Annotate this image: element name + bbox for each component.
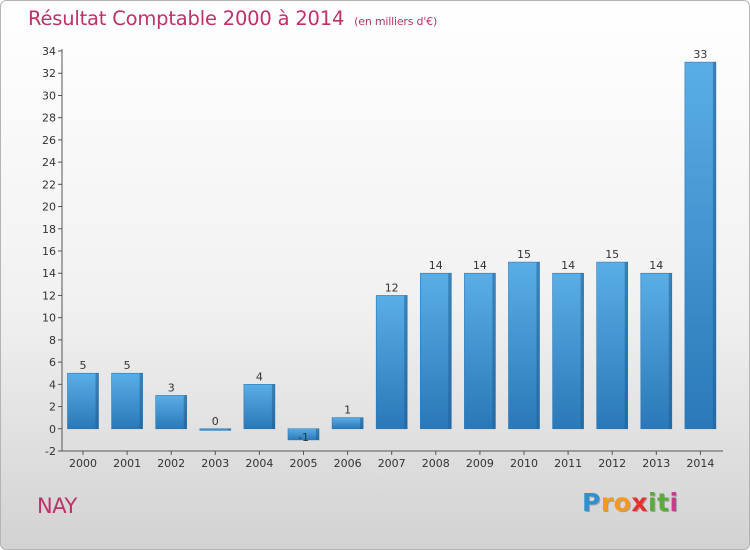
logo-letter: x xyxy=(631,488,648,517)
x-tick-label: 2005 xyxy=(290,457,318,470)
logo-letter: P xyxy=(582,488,601,517)
bar-edge xyxy=(95,373,99,429)
bar-edge xyxy=(712,62,716,429)
y-tick-label: 34 xyxy=(42,45,56,58)
x-tick-label: 2009 xyxy=(466,457,494,470)
logo-letter: t xyxy=(657,488,670,517)
x-tick-label: 2007 xyxy=(378,457,406,470)
y-tick-label: 20 xyxy=(42,201,56,214)
y-tick-label: 16 xyxy=(42,245,56,258)
y-tick-label: 10 xyxy=(42,312,56,325)
y-tick-label: 14 xyxy=(42,267,56,280)
bar-edge xyxy=(227,428,231,431)
data-label: 14 xyxy=(429,259,443,272)
data-label: 5 xyxy=(80,359,87,372)
x-tick-label: 2012 xyxy=(598,457,626,470)
x-tick-label: 2013 xyxy=(642,457,670,470)
data-label: 1 xyxy=(344,404,351,417)
bar-edge xyxy=(580,273,584,429)
chart-title: Résultat Comptable 2000 à 2014 (en millie… xyxy=(28,7,437,30)
bar xyxy=(243,384,276,430)
y-tick-label: -2 xyxy=(45,445,56,458)
proxiti-logo: Proxiti xyxy=(582,488,679,517)
bar-edge xyxy=(404,295,408,429)
bar xyxy=(199,428,232,431)
logo-letter: i xyxy=(669,488,679,517)
bar-edge xyxy=(624,262,628,429)
data-label: 15 xyxy=(605,248,619,261)
bar xyxy=(155,395,187,430)
bar-edge xyxy=(360,417,364,429)
data-label: 15 xyxy=(517,248,531,261)
data-label: 12 xyxy=(385,281,399,294)
bar xyxy=(552,272,584,430)
bar-edge xyxy=(183,395,187,429)
bar-edge xyxy=(316,428,319,440)
bar-edge xyxy=(448,273,452,429)
chart-title-text: Résultat Comptable 2000 à 2014 xyxy=(28,7,345,30)
data-label: -1 xyxy=(298,431,309,444)
x-tick-label: 2002 xyxy=(157,457,185,470)
x-tick-label: 2000 xyxy=(69,457,97,470)
y-tick-label: 32 xyxy=(42,67,56,80)
y-tick-label: 2 xyxy=(49,401,56,414)
bar xyxy=(596,261,629,430)
data-label: 14 xyxy=(561,259,575,272)
bar xyxy=(684,61,717,430)
bar xyxy=(464,272,496,430)
commune-name: NAY xyxy=(37,494,77,518)
logo-letter: r xyxy=(600,488,614,517)
bar xyxy=(508,261,540,430)
bar xyxy=(331,417,364,430)
chart-subtitle: (en milliers d'€) xyxy=(354,15,438,28)
bar xyxy=(67,372,99,430)
data-label: 4 xyxy=(256,370,263,383)
y-tick-label: 0 xyxy=(49,423,56,436)
x-tick-label: 2010 xyxy=(510,457,538,470)
data-label: 14 xyxy=(473,259,487,272)
y-tick-label: 30 xyxy=(42,89,56,102)
x-tick-label: 2004 xyxy=(245,457,273,470)
y-tick-label: 28 xyxy=(42,112,56,125)
bar-edge xyxy=(536,262,540,429)
data-label: 0 xyxy=(212,415,219,428)
data-label: 33 xyxy=(693,48,707,61)
logo-letter: o xyxy=(613,488,632,517)
bar xyxy=(375,295,408,430)
y-tick-label: 12 xyxy=(42,289,56,302)
logo-letter: i xyxy=(648,488,658,517)
bar-edge xyxy=(271,384,275,429)
y-tick-label: 22 xyxy=(42,178,56,191)
data-label: 3 xyxy=(168,381,175,394)
y-tick-label: 8 xyxy=(49,334,56,347)
bar-edge xyxy=(492,273,496,429)
y-tick-label: 24 xyxy=(42,156,56,169)
bar xyxy=(111,372,143,430)
x-tick-label: 2014 xyxy=(686,457,714,470)
y-tick-label: 6 xyxy=(49,356,56,369)
bar-edge xyxy=(668,273,672,429)
bar xyxy=(640,272,673,430)
bar xyxy=(419,272,452,430)
x-tick-label: 2001 xyxy=(113,457,141,470)
x-tick-label: 2011 xyxy=(554,457,582,470)
x-tick-label: 2008 xyxy=(422,457,450,470)
x-tick-label: 2006 xyxy=(334,457,362,470)
data-label: 5 xyxy=(124,359,131,372)
data-label: 14 xyxy=(649,259,663,272)
y-tick-label: 18 xyxy=(42,223,56,236)
y-tick-label: 26 xyxy=(42,134,56,147)
y-tick-label: 4 xyxy=(49,378,56,391)
x-tick-label: 2003 xyxy=(201,457,229,470)
bar-edge xyxy=(139,373,143,429)
